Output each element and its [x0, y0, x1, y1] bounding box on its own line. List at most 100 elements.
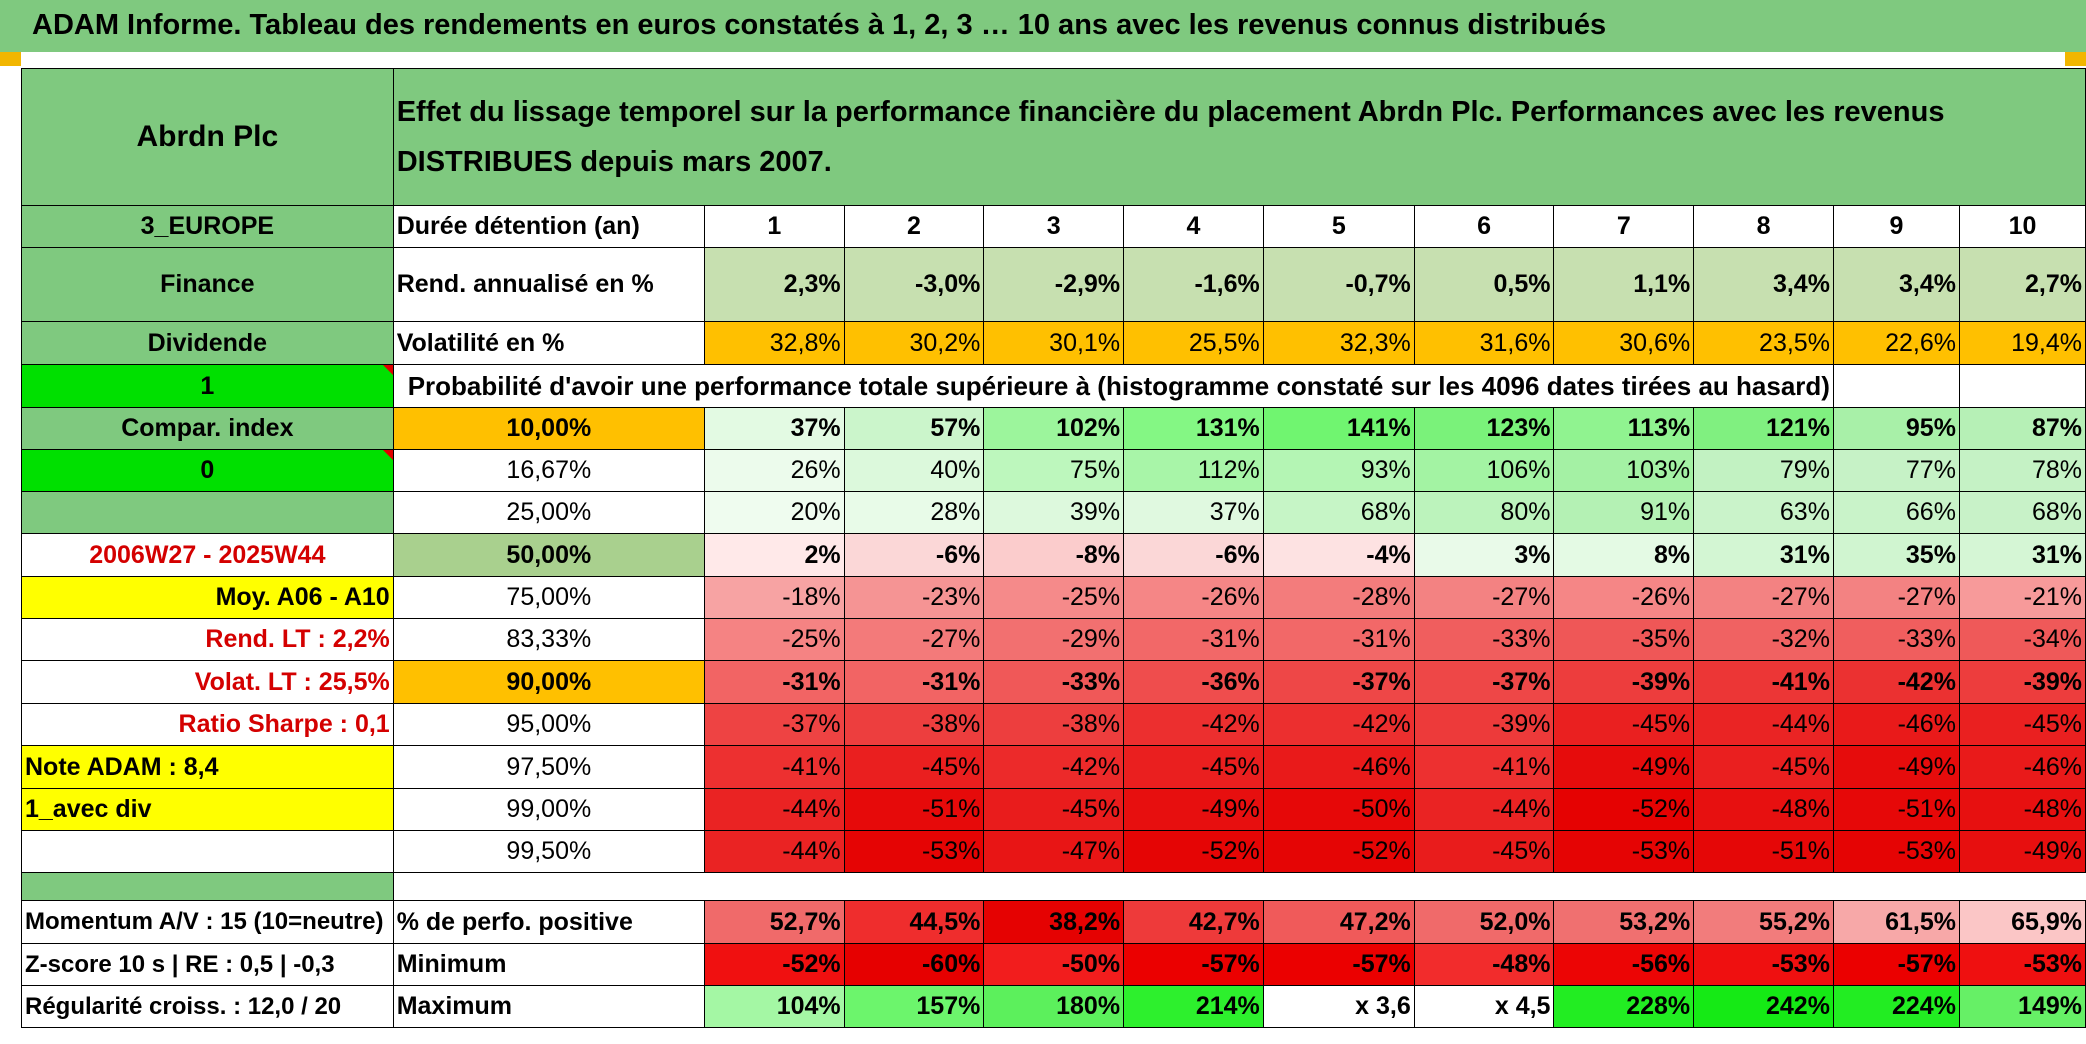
probability-cell: -32% [1693, 618, 1834, 661]
corner-mark-right [2065, 52, 2086, 66]
spacer-row [21, 872, 2086, 901]
probability-cell: -27% [843, 618, 985, 661]
year-header: 1 [703, 205, 845, 248]
volatility-row: Dividende Volatilité en % 32,8% 30,2% 30… [21, 321, 2086, 365]
probability-cell: -37% [1262, 660, 1415, 704]
spacer-blank [393, 873, 2085, 901]
duration-label: Durée détention (an) [392, 205, 705, 248]
fund-name: Abrdn Plc [21, 68, 394, 206]
probability-row: Moy. A06 - A10 75,00% -18% -23% -25% -26… [21, 576, 2086, 619]
table-description: Effet du lissage temporel sur la perform… [392, 68, 2086, 206]
probability-cell: -50% [1262, 788, 1415, 831]
minimum-cell: -50% [983, 943, 1125, 986]
probability-cell: 79% [1693, 449, 1834, 492]
probability-row: Compar. index 10,00% 37% 57% 102% 131% 1… [21, 407, 2086, 450]
probability-threshold: 83,33% [392, 618, 705, 661]
minimum-cell: -56% [1553, 943, 1695, 986]
year-header: 10 [1958, 205, 2086, 248]
maximum-cell: 224% [1832, 985, 1960, 1028]
probability-row: 99,50% -44% -53% -47% -52% -52% -45% -53… [21, 830, 2086, 873]
probability-cell: -26% [1123, 576, 1264, 619]
probability-cell: 3% [1413, 533, 1555, 577]
rend-lt-label: Rend. LT : 2,2% [21, 618, 394, 661]
probability-cell: -42% [1123, 703, 1264, 746]
probability-cell: -45% [1958, 703, 2086, 746]
probability-cell: 123% [1413, 407, 1555, 450]
maximum-cell: 149% [1958, 985, 2086, 1028]
probability-threshold: 97,50% [392, 745, 705, 789]
positive-perf-cell: 42,7% [1123, 900, 1264, 944]
maximum-cell: 157% [843, 985, 985, 1028]
positive-perf-cell: 47,2% [1262, 900, 1415, 944]
probability-cell: 93% [1262, 449, 1415, 492]
probability-cell: -27% [1832, 576, 1960, 619]
positive-perf-cell: 61,5% [1832, 900, 1960, 944]
flag-1-cell[interactable]: 1 [21, 364, 394, 408]
probability-cell: -21% [1958, 576, 2086, 619]
year-header: 5 [1262, 205, 1415, 248]
probability-cell: -33% [1413, 618, 1555, 661]
probability-threshold: 99,50% [392, 830, 705, 873]
probability-cell: 106% [1413, 449, 1555, 492]
probability-cell: 112% [1123, 449, 1264, 492]
empty-cell [21, 830, 394, 873]
dividend-mode-label: 1_avec div [21, 788, 394, 831]
volatility-cell: 23,5% [1693, 321, 1834, 365]
probability-cell: 35% [1832, 533, 1960, 577]
positive-perf-cell: 55,2% [1693, 900, 1834, 944]
momentum-label: Momentum A/V : 15 (10=neutre) [21, 900, 394, 944]
probability-cell: -31% [703, 660, 845, 704]
probability-cell: 95% [1832, 407, 1960, 450]
flag-0-cell[interactable]: 0 [21, 449, 394, 492]
maximum-label: Maximum [392, 985, 705, 1028]
probability-cell: -36% [1123, 660, 1264, 704]
positive-perf-cell: 52,7% [703, 900, 845, 944]
probability-cell: -44% [703, 830, 845, 873]
probability-cell: 31% [1958, 533, 2086, 577]
probability-threshold: 75,00% [392, 576, 705, 619]
volatility-cell: 30,6% [1553, 321, 1695, 365]
maximum-cell: 242% [1693, 985, 1834, 1028]
probability-cell: -38% [983, 703, 1125, 746]
positive-perf-cell: 44,5% [843, 900, 985, 944]
probability-cell: -42% [1262, 703, 1415, 746]
annualized-return-cell: -3,0% [843, 247, 985, 322]
region-label: 3_EUROPE [21, 205, 394, 248]
probability-threshold: 95,00% [392, 703, 705, 746]
maximum-row: Régularité croiss. : 12,0 / 20 Maximum 1… [21, 985, 2086, 1028]
probability-cell: -45% [843, 745, 985, 789]
period-label: 2006W27 - 2025W44 [21, 533, 394, 577]
probability-cell: 8% [1553, 533, 1695, 577]
annualized-return-label: Rend. annualisé en % [392, 247, 705, 322]
probability-cell: -29% [983, 618, 1125, 661]
volatility-label: Volatilité en % [392, 321, 705, 365]
probability-cell: -23% [843, 576, 985, 619]
probability-threshold: 50,00% [392, 533, 705, 577]
probability-cell: -45% [1413, 830, 1555, 873]
probability-cell: -48% [1693, 788, 1834, 831]
volatility-cell: 22,6% [1832, 321, 1960, 365]
minimum-cell: -57% [1262, 943, 1415, 986]
maximum-cell: 214% [1123, 985, 1264, 1028]
minimum-cell: -60% [843, 943, 985, 986]
probability-cell: 68% [1262, 491, 1415, 534]
empty-green-cell [21, 491, 394, 534]
probability-cell: -45% [983, 788, 1125, 831]
minimum-cell: -48% [1413, 943, 1555, 986]
moy-label: Moy. A06 - A10 [21, 576, 394, 619]
probability-cell: -48% [1958, 788, 2086, 831]
year-header: 2 [843, 205, 985, 248]
probability-cell: -46% [1832, 703, 1960, 746]
probability-cell: -26% [1553, 576, 1695, 619]
probability-cell: -37% [1413, 660, 1555, 704]
probability-cell: -41% [1693, 660, 1834, 704]
annualized-return-cell: 0,5% [1413, 247, 1555, 322]
probability-label: Probabilité d'avoir une performance tota… [392, 364, 1834, 408]
probability-cell: -28% [1262, 576, 1415, 619]
probability-cell: 131% [1123, 407, 1264, 450]
probability-row: 1_avec div 99,00% -44% -51% -45% -49% -5… [21, 788, 2086, 831]
probability-cell: 66% [1832, 491, 1960, 534]
probability-cell: 78% [1958, 449, 2086, 492]
probability-cell: -46% [1958, 745, 2086, 789]
probability-cell: -53% [843, 830, 985, 873]
